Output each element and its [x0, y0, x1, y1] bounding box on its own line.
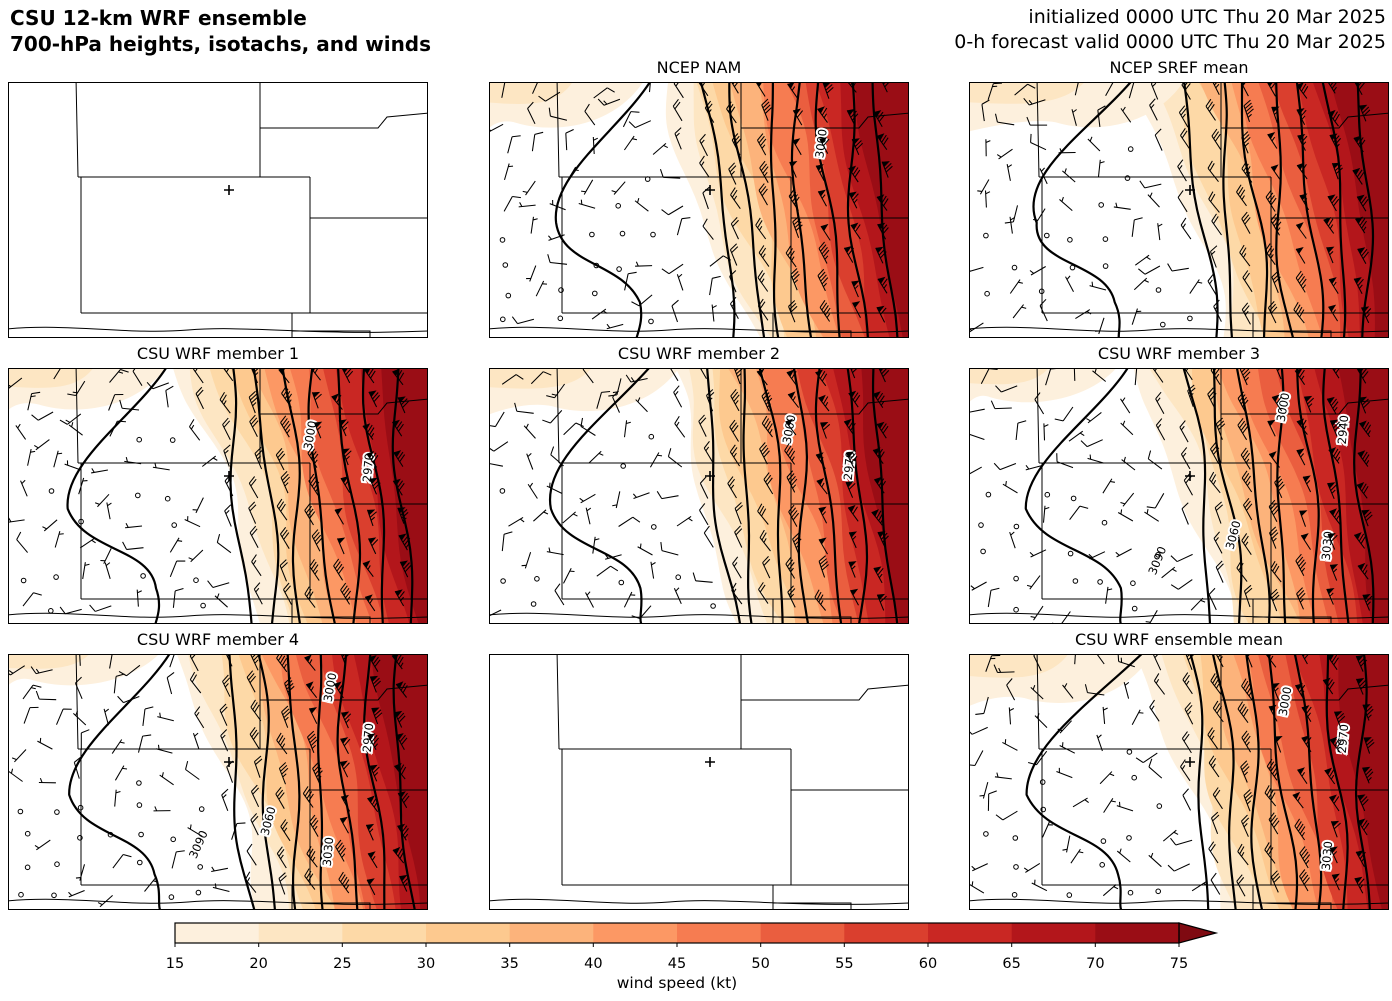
panel-title: CSU WRF member 1: [136, 344, 300, 363]
height-contours: [548, 368, 899, 624]
figure-title-line1: CSU 12-km WRF ensemble: [10, 6, 307, 30]
location-marker: [705, 757, 715, 767]
colorbar-arrow: [1178, 922, 1219, 944]
colorbar-tick-label: 45: [667, 956, 687, 972]
colorbar-tick-label: 15: [165, 956, 185, 972]
height-contours: [66, 368, 414, 624]
height-contours: [1032, 82, 1375, 338]
wind-barbs: [8, 368, 412, 615]
contour-label: 3030: [320, 836, 336, 866]
map-canvas: 3000: [489, 82, 909, 338]
wind-barbs: [969, 82, 1372, 335]
panel-csu-wrf-ensemble-mean: CSU WRF ensemble mean 3000 2970 3030: [969, 628, 1389, 910]
wind-barbs: [969, 654, 1375, 898]
location-marker: [1185, 757, 1195, 767]
panel-blank-bottom-middle: [489, 628, 909, 910]
contour-label: 3030: [1319, 840, 1335, 870]
figure-title: CSU 12-km WRF ensemble 700-hPa heights, …: [10, 5, 431, 57]
colorbar-tick-label: 20: [249, 956, 268, 972]
state-borders: [489, 368, 909, 624]
colorbar: 15 20 25 30 35 40 45 50 55 60 65 70 75 wind speed (k…: [166, 922, 1238, 992]
location-marker: [1185, 471, 1195, 481]
figure-title-line2: 700-hPa heights, isotachs, and winds: [10, 32, 432, 56]
valid-time-text: 0-h forecast valid 0000 UTC Thu 20 Mar 2…: [954, 30, 1386, 53]
panel-title: CSU WRF ensemble mean: [1074, 630, 1283, 649]
state-borders: [489, 654, 909, 910]
colorbar-tick-label: 60: [918, 956, 938, 972]
colorbar-tick-label: 75: [1169, 956, 1189, 972]
panel-title: [8, 56, 428, 82]
panel-ncep-nam: NCEP NAM 3000: [489, 56, 909, 338]
colorbar-tick-label: 65: [1002, 956, 1021, 972]
colorbar-tick-label: 70: [1086, 956, 1105, 972]
isotach-fill: [969, 368, 1389, 624]
height-contours: [68, 654, 416, 910]
panel-title: CSU WRF member 2: [617, 344, 781, 363]
colorbar-gradient: [174, 922, 1219, 947]
location-marker: [705, 185, 715, 195]
state-borders: [969, 82, 1389, 338]
panel-title: CSU WRF member 4: [136, 630, 300, 649]
isotach-fill: [8, 368, 428, 624]
state-borders: [969, 368, 1389, 624]
panel-csu-wrf-member-4: CSU WRF member 4 3000 2970 3060 3090 3030: [8, 628, 428, 910]
height-contours: [554, 82, 899, 338]
isotach-fill: [489, 368, 909, 624]
map-canvas: [969, 82, 1389, 338]
colorbar-tick-label: 35: [500, 956, 519, 972]
colorbar-tick-label: 25: [333, 956, 352, 972]
colorbar-tick-row: 15 20 25 30 35 40 45 50 55 60 65 70 75: [166, 954, 1238, 972]
contour-label: 2940: [1335, 414, 1351, 444]
map-canvas: [8, 82, 428, 338]
contour-label: 2970: [360, 452, 376, 482]
colorbar-tick-label: 30: [416, 956, 436, 972]
panel-csu-wrf-member-1: CSU WRF member 1 3000 2970: [8, 342, 428, 624]
panel-title: [489, 628, 909, 654]
state-borders: [8, 654, 428, 910]
contour-label: 2970: [841, 450, 857, 480]
location-marker: [224, 757, 234, 767]
location-marker: [224, 185, 234, 195]
panel-blank-top-left: [8, 56, 428, 338]
location-marker: [224, 471, 234, 481]
colorbar-tick-label: 50: [751, 956, 770, 972]
colorbar-tick-label: 40: [584, 956, 603, 972]
panel-csu-wrf-member-2: CSU WRF member 2 3000 2970: [489, 342, 909, 624]
init-valid-info: initialized 0000 UTC Thu 20 Mar 2025 0-h…: [954, 5, 1386, 54]
contour-label: 2970: [360, 722, 376, 752]
init-time-text: initialized 0000 UTC Thu 20 Mar 2025: [1028, 6, 1386, 28]
panel-csu-wrf-member-3: CSU WRF member 3 3000 2940 3060 3090 3030: [969, 342, 1389, 624]
colorbar-label: wind speed (kt): [616, 974, 738, 992]
colorbar-tick-label: 55: [835, 956, 854, 972]
location-marker: [705, 471, 715, 481]
height-contours: [1025, 654, 1371, 910]
location-marker: [1185, 185, 1195, 195]
wind-barbs: [489, 82, 893, 330]
panel-ncep-sref-mean: NCEP SREF mean: [969, 56, 1389, 338]
height-contours: [1024, 368, 1375, 624]
panel-title: NCEP NAM: [656, 58, 742, 77]
map-canvas: [489, 654, 909, 910]
wind-barbs: [489, 368, 890, 620]
panel-title: CSU WRF member 3: [1097, 344, 1261, 363]
state-borders: [8, 82, 428, 338]
panel-title: NCEP SREF mean: [1109, 58, 1249, 77]
